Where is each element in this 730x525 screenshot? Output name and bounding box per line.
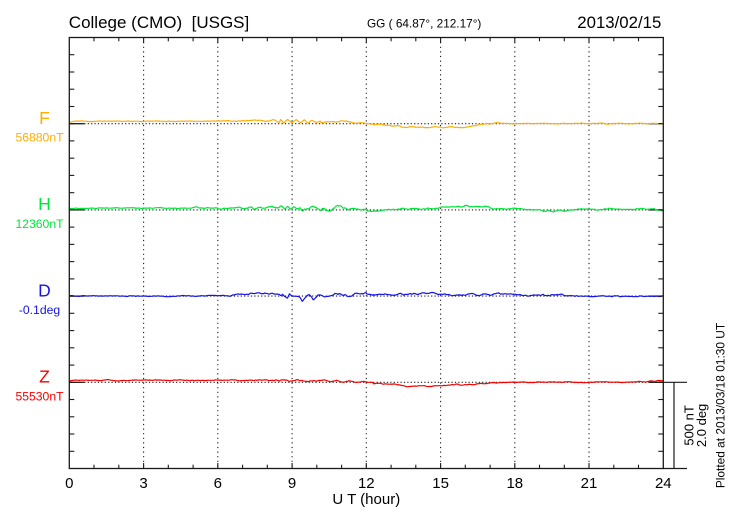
svg-text:3: 3 bbox=[139, 475, 147, 492]
svg-text:9: 9 bbox=[288, 475, 296, 492]
svg-text:55530nT: 55530nT bbox=[15, 389, 64, 403]
svg-text:24: 24 bbox=[655, 475, 672, 492]
svg-text:F: F bbox=[39, 108, 50, 128]
svg-text:U T (hour): U T (hour) bbox=[332, 491, 400, 508]
svg-text:12: 12 bbox=[358, 475, 375, 492]
svg-text:Z: Z bbox=[39, 367, 50, 387]
svg-text:56880nT: 56880nT bbox=[15, 131, 64, 145]
svg-text:500 nT: 500 nT bbox=[682, 405, 697, 446]
svg-text:Plotted at 2013/03/18 01:30 UT: Plotted at 2013/03/18 01:30 UT bbox=[713, 323, 727, 488]
svg-text:0: 0 bbox=[65, 475, 73, 492]
svg-text:18: 18 bbox=[506, 475, 523, 492]
svg-text:2.0 deg: 2.0 deg bbox=[694, 404, 709, 447]
svg-text:GG ( 64.87°, 212.17°): GG ( 64.87°, 212.17°) bbox=[367, 17, 481, 31]
svg-text:15: 15 bbox=[432, 475, 449, 492]
svg-text:12360nT: 12360nT bbox=[15, 217, 64, 231]
svg-text:21: 21 bbox=[581, 475, 598, 492]
svg-text:H: H bbox=[38, 194, 51, 214]
svg-text:6: 6 bbox=[214, 475, 222, 492]
svg-text:2013/02/15: 2013/02/15 bbox=[577, 13, 661, 32]
svg-text:-0.1deg: -0.1deg bbox=[19, 303, 60, 317]
svg-text:D: D bbox=[38, 280, 51, 300]
svg-text:College (CMO) [USGS]: College (CMO) [USGS] bbox=[69, 13, 249, 32]
